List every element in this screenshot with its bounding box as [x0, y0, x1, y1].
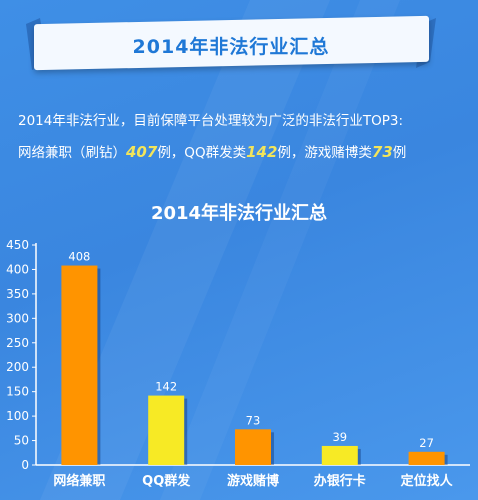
- category-label: 办银行卡: [314, 473, 366, 489]
- intro-line-1: 2014年非法行业，目前保障平台处理较为广泛的非法行业TOP3:: [18, 113, 404, 129]
- y-tick-label: 0: [21, 458, 29, 472]
- intro-seg-1: 网络兼职（刷钻）: [18, 145, 126, 161]
- banner-title: 2014年非法行业汇总: [132, 36, 330, 58]
- bar: [148, 395, 185, 465]
- category-label: 定位找人: [400, 473, 454, 489]
- chart-title: 2014年非法行业汇总: [150, 203, 328, 224]
- y-tick-label: 250: [6, 336, 29, 350]
- y-tick-label: 150: [6, 385, 29, 399]
- intro-seg-3: 例，游戏赌博类: [277, 145, 372, 161]
- y-tick-label: 100: [6, 409, 29, 423]
- intro-seg-4: 例: [392, 145, 407, 161]
- bar-value-label: 142: [155, 380, 177, 394]
- bar-value-label: 27: [419, 436, 434, 450]
- intro-seg-2: 例，QQ群发类: [157, 145, 247, 161]
- bar-value-label: 408: [68, 250, 90, 264]
- intro-num-3: 73: [371, 143, 393, 161]
- y-tick-label: 50: [14, 434, 29, 448]
- y-tick-label: 350: [6, 287, 29, 301]
- intro-num-1: 407: [126, 143, 158, 161]
- category-label: 网络兼职: [53, 473, 105, 489]
- bar: [408, 451, 445, 465]
- intro-num-2: 142: [246, 143, 278, 161]
- intro-line-2: 网络兼职（刷钻）407例，QQ群发类142例，游戏赌博类73例: [18, 137, 474, 169]
- bar: [235, 429, 271, 465]
- y-tick-label: 300: [6, 311, 29, 325]
- category-label: QQ群发: [142, 473, 191, 489]
- bar: [321, 445, 358, 465]
- title-banner: 2014年非法行业汇总: [26, 14, 436, 74]
- bar: [61, 265, 98, 465]
- category-label: 游戏赌博: [227, 473, 279, 489]
- bar-value-label: 73: [246, 413, 261, 427]
- y-tick-label: 400: [6, 262, 29, 276]
- intro-text: 2014年非法行业，目前保障平台处理较为广泛的非法行业TOP3: 网络兼职（刷钻…: [18, 106, 474, 169]
- bar-value-label: 39: [332, 430, 347, 444]
- y-tick-label: 450: [6, 238, 29, 252]
- y-tick-label: 200: [6, 360, 29, 374]
